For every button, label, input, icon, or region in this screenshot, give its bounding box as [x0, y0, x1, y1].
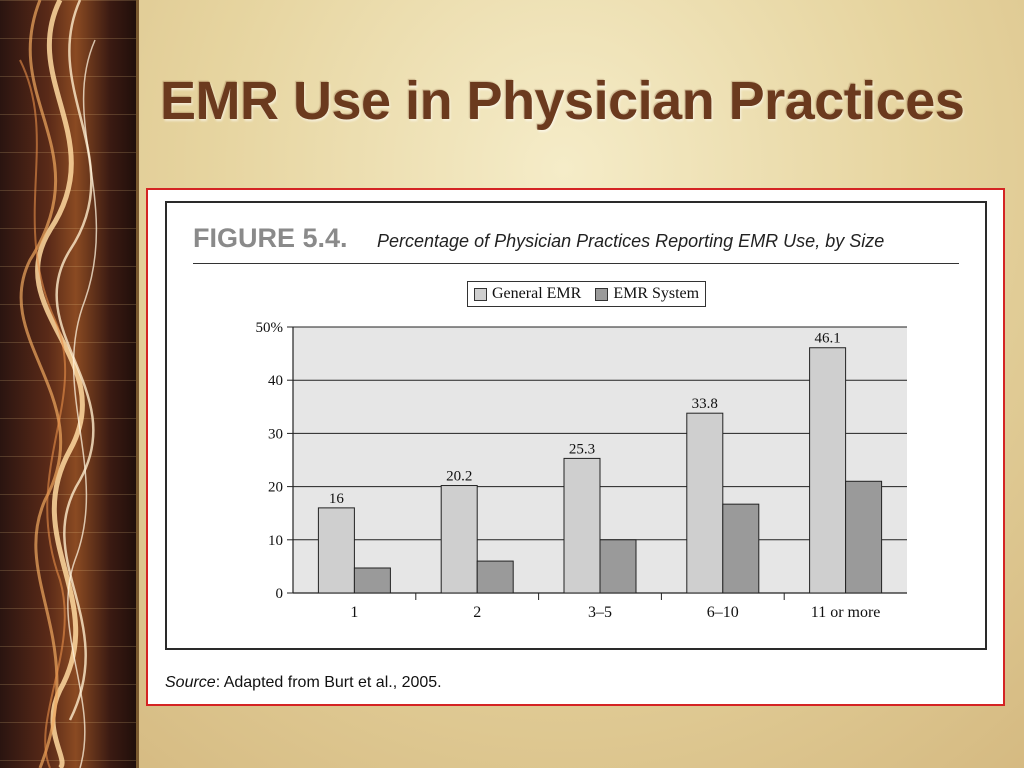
legend-swatch-general-emr: [474, 287, 487, 301]
data-label: 33.8: [692, 396, 718, 412]
figure-frame: FIGURE 5.4. Percentage of Physician Prac…: [146, 188, 1005, 706]
figure-source: Source: Adapted from Burt et al., 2005.: [165, 674, 442, 692]
legend-item-general-emr: General EMR: [474, 285, 581, 303]
bar-emr-system: [476, 560, 514, 594]
x-tick-label: 1: [350, 604, 358, 621]
y-tick-label: 0: [276, 586, 284, 602]
data-label: 46.1: [814, 331, 840, 347]
bar-general-emr: [809, 347, 847, 594]
bar-general-emr: [686, 412, 724, 594]
y-tick-label: 20: [268, 480, 283, 496]
data-label: 20.2: [446, 469, 472, 485]
bar-general-emr: [563, 457, 601, 594]
data-label: 16: [329, 491, 345, 507]
decorative-flame-panel: [0, 0, 138, 768]
figure-caption: Percentage of Physician Practices Report…: [377, 231, 885, 251]
bar-emr-system: [353, 567, 391, 594]
y-tick-label: 10: [268, 533, 283, 549]
bar-chart: 0 10 20 30 40 50% 16 1 20.2 2 25.3 3–5 33.8 6–10 46.1 1…: [256, 320, 907, 621]
flame-swirl-graphic: [19, 0, 98, 768]
bar-emr-system: [599, 539, 637, 594]
bar-emr-system: [722, 503, 760, 594]
data-label: 25.3: [569, 441, 595, 457]
bar-general-emr: [317, 507, 355, 594]
y-tick-label: 40: [268, 373, 283, 389]
chart-legend: General EMR EMR System: [467, 281, 707, 307]
y-tick-label: 30: [268, 426, 283, 442]
source-label: Source: [165, 674, 216, 691]
y-tick-label: 50%: [256, 320, 284, 336]
figure-label: FIGURE 5.4.: [193, 223, 348, 253]
x-tick-label: 6–10: [707, 604, 739, 621]
legend-item-emr-system: EMR System: [595, 285, 699, 303]
x-tick-label: 11 or more: [811, 604, 881, 621]
figure-inner-box: FIGURE 5.4. Percentage of Physician Prac…: [165, 201, 987, 650]
x-tick-label: 2: [473, 604, 481, 621]
legend-label-emr-system: EMR System: [613, 285, 700, 302]
x-tick-label: 3–5: [588, 604, 612, 621]
side-panel-edge: [136, 0, 139, 768]
bar-emr-system: [845, 480, 883, 594]
legend-label-general-emr: General EMR: [492, 285, 582, 302]
legend-swatch-emr-system: [595, 287, 609, 301]
slide-title: EMR Use in Physician Practices: [160, 71, 965, 131]
source-text: : Adapted from Burt et al., 2005.: [215, 674, 442, 691]
bar-general-emr: [440, 485, 478, 594]
figure-rule: [193, 263, 959, 264]
